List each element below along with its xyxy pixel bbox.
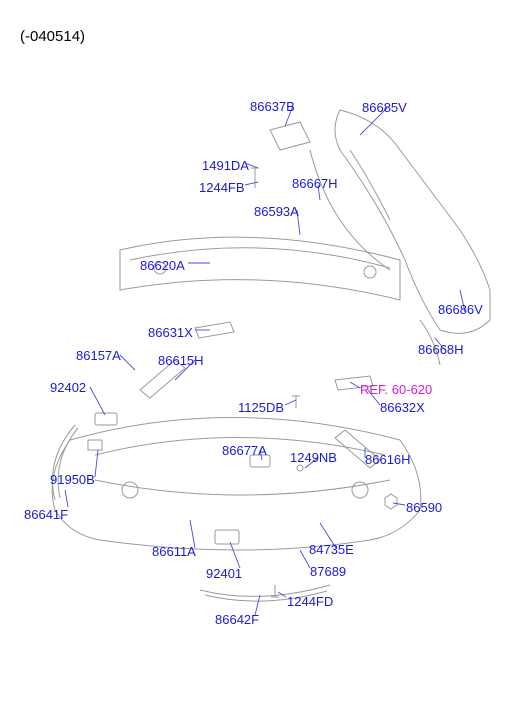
part-callout[interactable]: 1249NB [290,450,337,465]
part-callout[interactable]: 1244FB [199,180,245,195]
part-callout[interactable]: 86685V [362,100,407,115]
part-callout[interactable]: 86642F [215,612,259,627]
reference-callout[interactable]: REF. 60-620 [360,382,432,397]
part-callout[interactable]: 86632X [380,400,425,415]
part-callout[interactable]: 86620A [140,258,185,273]
part-callout[interactable]: 1125DB [238,400,284,415]
part-callout[interactable]: 86637B [250,99,295,114]
part-callout[interactable]: 84735E [309,542,354,557]
part-callout[interactable]: 86611A [152,544,196,559]
part-callout[interactable]: 86157A [76,348,121,363]
part-callout[interactable]: 86590 [406,500,442,515]
part-callout[interactable]: 91950B [50,472,95,487]
part-callout[interactable]: 86641F [24,507,68,522]
diagram-container: { "header": { "text": "(-040514)", "x": … [0,0,532,727]
part-callout[interactable]: 86615H [158,353,204,368]
part-callout[interactable]: 1244FD [287,594,333,609]
part-callout[interactable]: 86668H [418,342,464,357]
part-callout[interactable]: 92401 [206,566,242,581]
part-callout[interactable]: 87689 [310,564,346,579]
part-callout[interactable]: 86593A [254,204,299,219]
part-callout[interactable]: 1491DA [202,158,249,173]
revision-header: (-040514) [20,28,85,45]
part-callout[interactable]: 86631X [148,325,193,340]
part-callout[interactable]: 86686V [438,302,483,317]
part-callout[interactable]: 86616H [365,452,411,467]
part-callout[interactable]: 92402 [50,380,86,395]
part-callout[interactable]: 86677A [222,443,267,458]
part-callout[interactable]: 86667H [292,176,338,191]
